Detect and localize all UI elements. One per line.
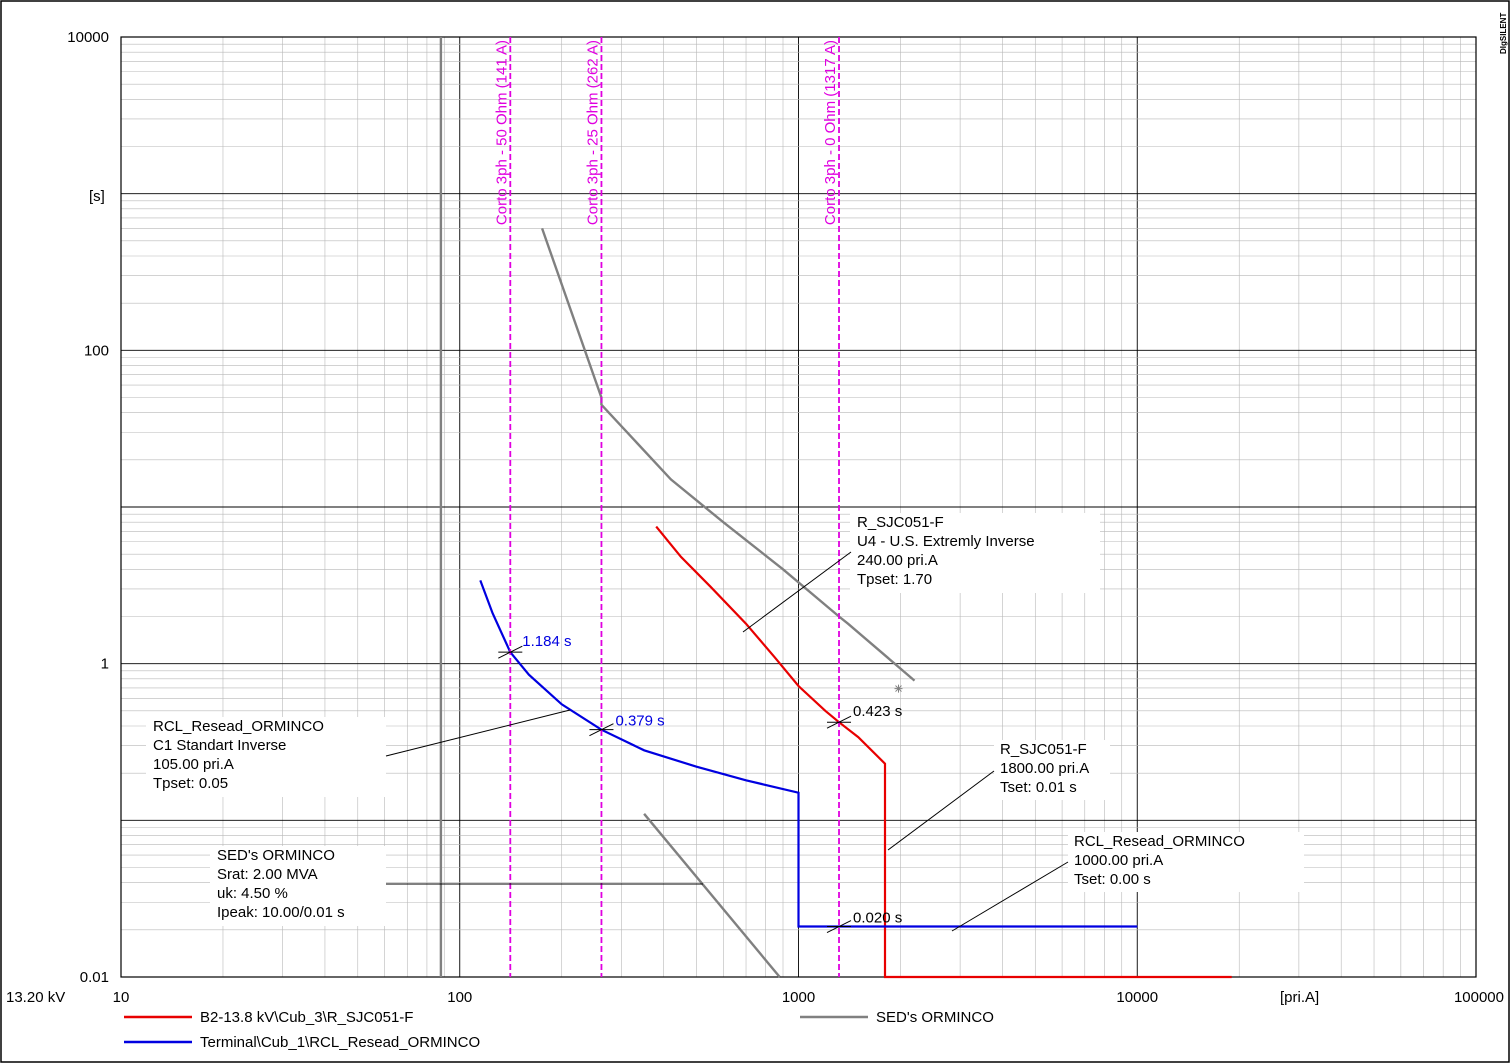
series-segment (643, 813, 781, 978)
legend-label: SED's ORMINCO (876, 1009, 994, 1026)
annotation-box (210, 846, 386, 926)
y-tick-label: 100 (84, 342, 109, 359)
annotation-layer: R_SJC051-F U4 - U.S. Extremly Inverse 240.… (146, 513, 1304, 932)
annotation-text: Tset: 0.01 s (1000, 779, 1077, 796)
annotation-text: Tset: 0.00 s (1074, 871, 1151, 888)
point-value-label: 1.184 s (522, 633, 571, 650)
annotation-leader-line (385, 709, 571, 757)
y-axis-label: [s] (89, 188, 105, 205)
annotation-text: RCL_Resead_ORMINCO (153, 718, 324, 735)
legend-label: B2-13.8 kV\Cub_3\R_SJC051-F (200, 1009, 413, 1026)
annotation-text: Tpset: 1.70 (857, 571, 932, 588)
voltage-label: 13.20 kV (6, 989, 65, 1006)
annotation-leader-line (742, 551, 852, 633)
annotation-text: 105.00 pri.A (153, 756, 234, 773)
grid (120, 36, 1477, 978)
point-value-label: 0.020 s (853, 910, 902, 927)
annotation-leader-line (951, 861, 1069, 932)
curve-end-marker (894, 684, 903, 693)
x-tick-label: 1000 (782, 989, 815, 1006)
annotation-text: Srat: 2.00 MVA (217, 866, 318, 883)
short-circuit-marker-label: Corto 3ph - 50 Ohm (141 A) (493, 40, 510, 225)
x-tick-label: 10 (113, 989, 130, 1006)
series-line (655, 525, 1232, 979)
y-tick-label: 0.01 (80, 969, 109, 986)
annotation-text: R_SJC051-F (1000, 741, 1087, 758)
point-value-label: 0.423 s (853, 703, 902, 720)
annotation-text: Ipeak: 10.00/0.01 s (217, 904, 345, 921)
tick-layer: 10 100 1000 10000 100000 0.01 1 100 10000 (67, 29, 1504, 1006)
legend-label: Terminal\Cub_1\RCL_Resead_ORMINCO (200, 1034, 480, 1051)
annotation-text: U4 - U.S. Extremly Inverse (857, 533, 1035, 550)
annotation-box (994, 740, 1110, 800)
annotation-box (850, 513, 1100, 593)
annotation-box (1068, 832, 1304, 892)
annotation-text: uk: 4.50 % (217, 885, 288, 902)
marker-layer: Corto 3ph - 50 Ohm (141 A) Corto 3ph - 25… (493, 37, 902, 977)
annotation-text: C1 Standart Inverse (153, 737, 286, 754)
watermark-logo: DIgSILENT (1499, 13, 1508, 54)
x-tick-label: 100000 (1454, 989, 1504, 1006)
annotation-text: 1000.00 pri.A (1074, 852, 1163, 869)
annotation-text: SED's ORMINCO (217, 847, 335, 864)
short-circuit-marker-label: Corto 3ph - 0 Ohm (1317 A) (822, 40, 839, 225)
x-tick-label: 10000 (1116, 989, 1158, 1006)
annotation-text: 1800.00 pri.A (1000, 760, 1089, 777)
annotation-leader-line (887, 770, 995, 851)
point-value-label: 0.379 s (615, 713, 664, 730)
plot-area-border (120, 36, 1477, 978)
y-tick-label: 10000 (67, 29, 109, 46)
annotation-box (146, 717, 386, 797)
x-tick-label: 100 (447, 989, 472, 1006)
annotation-text: 240.00 pri.A (857, 552, 938, 569)
annotation-text: Tpset: 0.05 (153, 775, 228, 792)
short-circuit-marker-label: Corto 3ph - 25 Ohm (262 A) (584, 40, 601, 225)
annotation-text: R_SJC051-F (857, 514, 944, 531)
y-tick-label: 1 (101, 656, 109, 673)
x-axis-label: [pri.A] (1280, 989, 1319, 1006)
legend: B2-13.8 kV\Cub_3\R_SJC051-F Terminal\Cub_… (124, 1009, 994, 1051)
annotation-text: RCL_Resead_ORMINCO (1074, 833, 1245, 850)
